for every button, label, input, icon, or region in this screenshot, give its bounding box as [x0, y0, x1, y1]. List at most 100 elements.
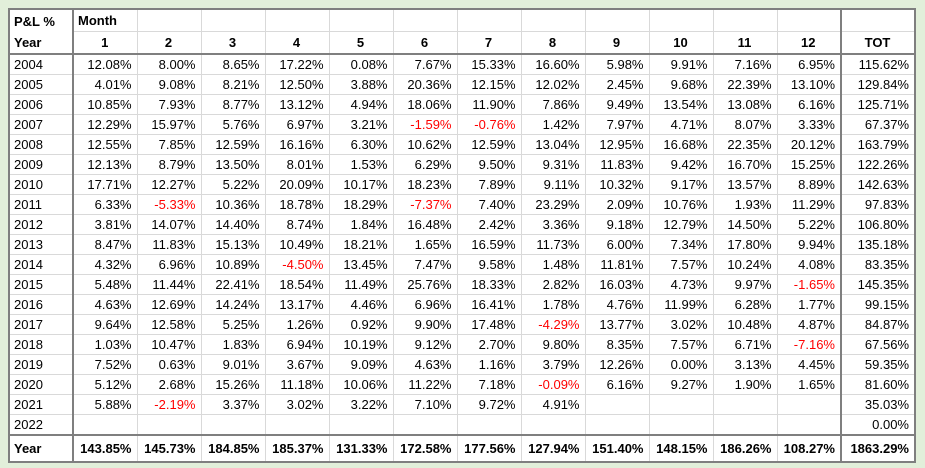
- value-cell[interactable]: 7.89%: [456, 174, 522, 195]
- value-cell[interactable]: 12.50%: [264, 74, 330, 95]
- value-cell[interactable]: 9.12%: [392, 334, 458, 355]
- year-cell[interactable]: 2007: [8, 114, 74, 135]
- month-header-2[interactable]: 2: [136, 31, 202, 55]
- value-cell[interactable]: [136, 414, 202, 436]
- value-cell[interactable]: 1.90%: [712, 374, 778, 395]
- value-cell[interactable]: 3.88%: [328, 74, 394, 95]
- value-cell[interactable]: 9.68%: [648, 74, 714, 95]
- value-cell[interactable]: 0.63%: [136, 354, 202, 375]
- year-cell[interactable]: 2005: [8, 74, 74, 95]
- value-cell[interactable]: 18.29%: [328, 194, 394, 215]
- total-cell[interactable]: 135.18%: [840, 234, 916, 255]
- value-cell[interactable]: 8.77%: [200, 94, 266, 115]
- total-cell[interactable]: 142.63%: [840, 174, 916, 195]
- value-cell[interactable]: [648, 394, 714, 415]
- value-cell[interactable]: 4.63%: [392, 354, 458, 375]
- year-cell[interactable]: 2015: [8, 274, 74, 295]
- value-cell[interactable]: 4.32%: [72, 254, 138, 275]
- value-cell[interactable]: 11.99%: [648, 294, 714, 315]
- month-header-7[interactable]: 7: [456, 31, 522, 55]
- value-cell[interactable]: [712, 394, 778, 415]
- value-cell[interactable]: 8.79%: [136, 154, 202, 175]
- value-cell[interactable]: 16.70%: [712, 154, 778, 175]
- value-cell[interactable]: 7.10%: [392, 394, 458, 415]
- footer-value-cell[interactable]: 185.37%: [264, 434, 330, 463]
- value-cell[interactable]: 8.65%: [200, 53, 266, 75]
- value-cell[interactable]: 6.16%: [584, 374, 650, 395]
- value-cell[interactable]: 14.40%: [200, 214, 266, 235]
- value-cell[interactable]: 4.46%: [328, 294, 394, 315]
- value-cell[interactable]: 22.41%: [200, 274, 266, 295]
- month-header-8[interactable]: 8: [520, 31, 586, 55]
- year-cell[interactable]: 2016: [8, 294, 74, 315]
- value-cell[interactable]: [776, 394, 842, 415]
- value-cell[interactable]: 12.58%: [136, 314, 202, 335]
- value-cell[interactable]: 6.97%: [264, 114, 330, 135]
- value-cell[interactable]: 11.81%: [584, 254, 650, 275]
- value-cell[interactable]: 11.83%: [136, 234, 202, 255]
- value-cell[interactable]: -1.59%: [392, 114, 458, 135]
- value-cell[interactable]: 5.22%: [776, 214, 842, 235]
- footer-value-cell[interactable]: 108.27%: [776, 434, 842, 463]
- value-cell[interactable]: 8.74%: [264, 214, 330, 235]
- value-cell[interactable]: 4.63%: [72, 294, 138, 315]
- header-filler-cell[interactable]: [392, 8, 458, 32]
- value-cell[interactable]: 8.00%: [136, 53, 202, 75]
- value-cell[interactable]: 9.27%: [648, 374, 714, 395]
- month-header-4[interactable]: 4: [264, 31, 330, 55]
- value-cell[interactable]: 11.73%: [520, 234, 586, 255]
- value-cell[interactable]: 17.48%: [456, 314, 522, 335]
- value-cell[interactable]: 6.16%: [776, 94, 842, 115]
- value-cell[interactable]: 16.60%: [520, 53, 586, 75]
- value-cell[interactable]: -7.37%: [392, 194, 458, 215]
- value-cell[interactable]: 18.06%: [392, 94, 458, 115]
- value-cell[interactable]: 18.23%: [392, 174, 458, 195]
- value-cell[interactable]: 12.59%: [456, 134, 522, 155]
- value-cell[interactable]: 1.48%: [520, 254, 586, 275]
- tot-header-cell[interactable]: TOT: [840, 31, 916, 55]
- footer-value-cell[interactable]: 184.85%: [200, 434, 266, 463]
- value-cell[interactable]: 13.17%: [264, 294, 330, 315]
- total-cell[interactable]: 67.56%: [840, 334, 916, 355]
- header-filler-cell[interactable]: [712, 8, 778, 32]
- value-cell[interactable]: 1.03%: [72, 334, 138, 355]
- value-cell[interactable]: -4.50%: [264, 254, 330, 275]
- header-filler-cell[interactable]: [264, 8, 330, 32]
- value-cell[interactable]: 0.00%: [648, 354, 714, 375]
- value-cell[interactable]: 0.92%: [328, 314, 394, 335]
- value-cell[interactable]: 3.21%: [328, 114, 394, 135]
- value-cell[interactable]: 12.08%: [72, 53, 138, 75]
- value-cell[interactable]: 7.34%: [648, 234, 714, 255]
- value-cell[interactable]: 17.71%: [72, 174, 138, 195]
- year-cell[interactable]: 2021: [8, 394, 74, 415]
- value-cell[interactable]: 6.95%: [776, 53, 842, 75]
- value-cell[interactable]: 7.16%: [712, 53, 778, 75]
- value-cell[interactable]: 2.45%: [584, 74, 650, 95]
- value-cell[interactable]: 1.53%: [328, 154, 394, 175]
- value-cell[interactable]: 9.49%: [584, 94, 650, 115]
- value-cell[interactable]: 7.97%: [584, 114, 650, 135]
- value-cell[interactable]: 7.40%: [456, 194, 522, 215]
- value-cell[interactable]: 4.76%: [584, 294, 650, 315]
- year-cell[interactable]: 2014: [8, 254, 74, 275]
- value-cell[interactable]: 1.77%: [776, 294, 842, 315]
- value-cell[interactable]: 15.26%: [200, 374, 266, 395]
- value-cell[interactable]: 6.33%: [72, 194, 138, 215]
- year-cell[interactable]: 2018: [8, 334, 74, 355]
- value-cell[interactable]: 10.24%: [712, 254, 778, 275]
- value-cell[interactable]: [584, 394, 650, 415]
- value-cell[interactable]: 1.65%: [392, 234, 458, 255]
- value-cell[interactable]: [456, 414, 522, 436]
- value-cell[interactable]: 5.98%: [584, 53, 650, 75]
- value-cell[interactable]: 13.57%: [712, 174, 778, 195]
- header-filler-cell[interactable]: [328, 8, 394, 32]
- value-cell[interactable]: 14.24%: [200, 294, 266, 315]
- year-cell[interactable]: 2022: [8, 414, 74, 436]
- value-cell[interactable]: 9.50%: [456, 154, 522, 175]
- value-cell[interactable]: -0.76%: [456, 114, 522, 135]
- value-cell[interactable]: [584, 414, 650, 436]
- value-cell[interactable]: 13.45%: [328, 254, 394, 275]
- value-cell[interactable]: 12.59%: [200, 134, 266, 155]
- footer-grand-total-cell[interactable]: 1863.29%: [840, 434, 916, 463]
- total-cell[interactable]: 115.62%: [840, 53, 916, 75]
